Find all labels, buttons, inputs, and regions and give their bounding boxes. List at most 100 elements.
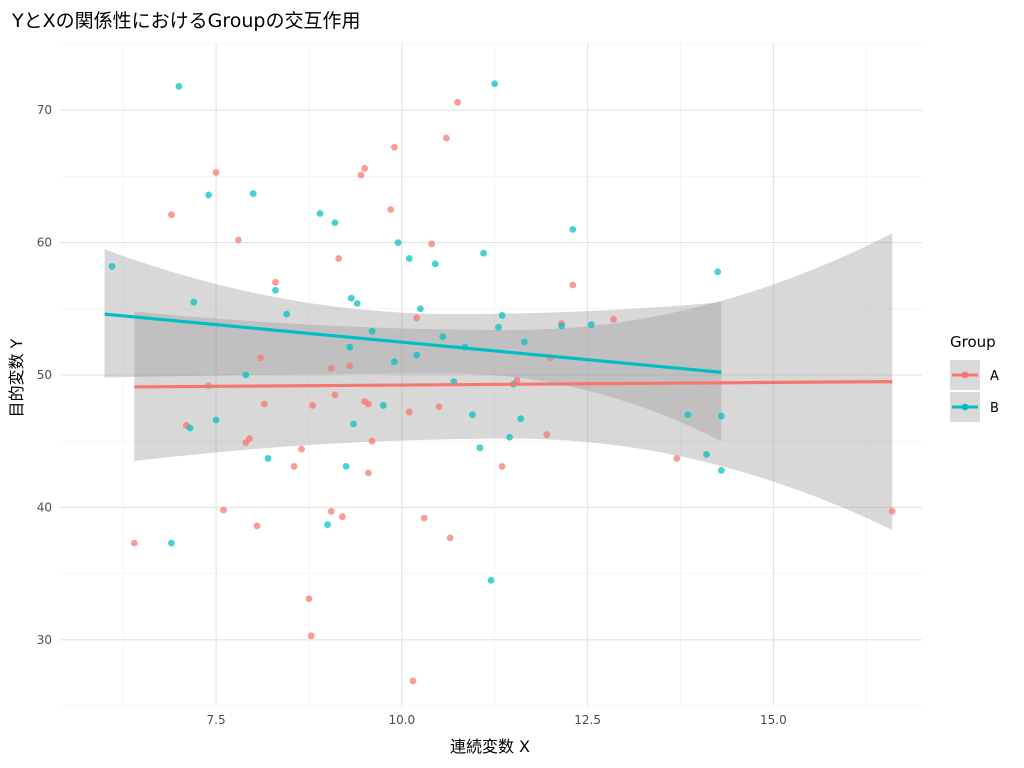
data-point-a — [234, 236, 242, 244]
data-point-b — [346, 343, 354, 351]
y-tick-label: 40 — [37, 500, 52, 514]
data-point-b — [714, 268, 722, 276]
data-point-b — [498, 312, 506, 319]
data-point-a — [212, 169, 220, 176]
data-point-b — [521, 338, 528, 346]
chart-title: YとXの関係性におけるGroupの交互作用 — [11, 10, 360, 32]
data-point-b — [379, 402, 387, 409]
data-point-a — [257, 354, 265, 362]
x-tick-label: 10.0 — [388, 713, 415, 727]
data-point-a — [327, 364, 335, 372]
data-point-b — [495, 323, 502, 331]
data-point-a — [673, 455, 681, 462]
data-point-b — [347, 294, 355, 302]
data-point-b — [249, 190, 257, 198]
data-point-a — [327, 507, 335, 515]
data-point-a — [346, 362, 354, 370]
data-point-b — [439, 333, 447, 341]
data-point-b — [342, 462, 350, 470]
data-point-b — [205, 191, 213, 199]
data-point-b — [476, 444, 484, 452]
data-point-b — [264, 455, 272, 462]
data-point-b — [108, 263, 116, 270]
data-point-b — [413, 351, 421, 359]
data-point-a — [610, 315, 618, 323]
tick-labels: 7.5 10.0 12.5 15.0 30 40 50 60 70 — [37, 103, 787, 727]
data-point-b — [368, 327, 376, 335]
data-point-b — [703, 451, 710, 458]
data-point-a — [309, 402, 317, 409]
data-point-b — [283, 310, 291, 318]
y-axis-title: 目的変数 Y — [7, 338, 26, 417]
data-point-b — [168, 539, 175, 547]
data-point-a — [307, 632, 315, 640]
data-point-a — [246, 435, 253, 442]
data-point-a — [130, 539, 138, 547]
legend: Group A B — [950, 333, 999, 422]
data-point-b — [469, 411, 476, 419]
legend-item-a: A — [950, 360, 999, 390]
data-point-a — [454, 98, 461, 106]
data-point-a — [435, 403, 443, 411]
data-point-b — [717, 412, 725, 420]
data-point-a — [168, 211, 175, 219]
x-axis-title: 連続変数 X — [450, 737, 530, 756]
data-point-b — [316, 210, 324, 217]
data-point-a — [420, 514, 428, 522]
data-point-a — [338, 513, 346, 521]
fit-line-a — [134, 380, 893, 389]
data-point-b — [272, 286, 279, 294]
data-point-a — [409, 677, 417, 685]
data-point-a — [364, 400, 372, 408]
data-point-b — [390, 358, 398, 366]
data-point-a — [335, 255, 343, 262]
y-tick-label: 50 — [37, 368, 52, 382]
data-point-a — [569, 281, 577, 289]
data-point-b — [480, 249, 487, 257]
data-point-a — [298, 445, 305, 453]
data-point-b — [558, 322, 565, 330]
data-point-b — [324, 521, 331, 529]
fit-lines — [104, 312, 893, 389]
x-tick-label: 12.5 — [574, 713, 601, 727]
data-point-b — [186, 424, 194, 432]
data-point-b — [331, 219, 339, 227]
data-point-a — [331, 391, 339, 399]
legend-key-point — [961, 403, 969, 411]
data-point-a — [387, 206, 395, 213]
data-point-b — [242, 371, 250, 379]
data-point-a — [272, 278, 279, 286]
data-point-a — [443, 134, 450, 142]
legend-title: Group — [950, 333, 996, 351]
y-tick-label: 30 — [37, 633, 52, 647]
data-point-a — [498, 462, 506, 470]
fit-line-b — [104, 312, 722, 374]
legend-key-point — [961, 371, 969, 379]
data-point-a — [357, 171, 365, 179]
data-point-b — [717, 466, 725, 474]
data-point-a — [405, 408, 413, 416]
data-point-a — [368, 437, 376, 445]
data-point-a — [260, 400, 268, 408]
data-point-b — [417, 305, 424, 313]
data-point-a — [290, 462, 298, 470]
data-point-a — [220, 506, 227, 514]
data-point-a — [253, 522, 261, 530]
data-point-b — [212, 416, 220, 424]
data-point-b — [491, 80, 499, 88]
scatter-points — [108, 80, 896, 685]
grid — [60, 43, 922, 707]
x-tick-label: 15.0 — [760, 713, 787, 727]
x-tick-label: 7.5 — [207, 713, 226, 727]
data-point-a — [361, 165, 369, 172]
data-point-a — [390, 143, 398, 151]
data-point-b — [190, 298, 198, 306]
data-point-b — [353, 300, 361, 307]
data-point-b — [487, 576, 495, 584]
y-tick-label: 60 — [37, 236, 52, 250]
legend-item-b: B — [950, 392, 999, 422]
data-point-a — [413, 314, 421, 322]
data-point-a — [305, 595, 313, 603]
data-point-b — [684, 411, 692, 419]
y-tick-label: 70 — [37, 103, 52, 117]
